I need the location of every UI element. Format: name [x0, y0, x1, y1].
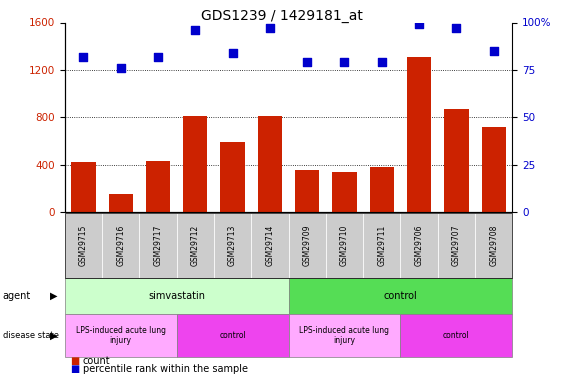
Bar — [258, 116, 282, 212]
Bar — [109, 194, 133, 212]
Text: ▶: ▶ — [50, 291, 57, 301]
Text: GDS1239 / 1429181_at: GDS1239 / 1429181_at — [200, 9, 363, 23]
Point — [191, 27, 200, 33]
Text: control: control — [219, 331, 246, 340]
Text: GSM29708: GSM29708 — [489, 225, 498, 266]
Text: disease state: disease state — [3, 331, 59, 340]
Text: GSM29709: GSM29709 — [303, 225, 312, 266]
Text: percentile rank within the sample: percentile rank within the sample — [83, 364, 248, 374]
Text: LPS-induced acute lung
injury: LPS-induced acute lung injury — [75, 326, 166, 345]
Text: count: count — [83, 356, 110, 366]
Text: GSM29710: GSM29710 — [340, 225, 349, 266]
Text: simvastatin: simvastatin — [148, 291, 205, 301]
Text: control: control — [383, 291, 417, 301]
Text: GSM29706: GSM29706 — [414, 225, 423, 266]
Text: agent: agent — [3, 291, 31, 301]
Bar — [407, 57, 431, 212]
Point — [303, 59, 312, 65]
Text: control: control — [443, 331, 470, 340]
Point — [489, 48, 498, 54]
Point — [452, 25, 461, 31]
Bar — [370, 168, 394, 212]
Text: GSM29713: GSM29713 — [228, 225, 237, 266]
Point — [154, 54, 163, 60]
Text: ■: ■ — [70, 356, 79, 366]
Bar — [72, 162, 96, 212]
Point — [414, 21, 423, 27]
Text: GSM29715: GSM29715 — [79, 225, 88, 266]
Text: GSM29716: GSM29716 — [116, 225, 125, 266]
Text: ▶: ▶ — [50, 330, 57, 340]
Point — [377, 59, 386, 65]
Point — [340, 59, 349, 65]
Bar — [295, 170, 319, 212]
Point — [265, 25, 274, 31]
Text: GSM29712: GSM29712 — [191, 225, 200, 266]
Text: LPS-induced acute lung
injury: LPS-induced acute lung injury — [300, 326, 390, 345]
Point — [79, 54, 88, 60]
Point — [228, 50, 237, 56]
Text: ■: ■ — [70, 364, 79, 374]
Point — [116, 65, 125, 71]
Text: GSM29711: GSM29711 — [377, 225, 386, 266]
Bar — [444, 109, 468, 212]
Text: GSM29714: GSM29714 — [265, 225, 274, 266]
Bar — [221, 142, 245, 212]
Text: GSM29717: GSM29717 — [154, 225, 163, 266]
Text: GSM29707: GSM29707 — [452, 225, 461, 266]
Bar — [481, 127, 506, 212]
Bar — [332, 172, 356, 212]
Bar — [183, 116, 207, 212]
Bar — [146, 161, 170, 212]
